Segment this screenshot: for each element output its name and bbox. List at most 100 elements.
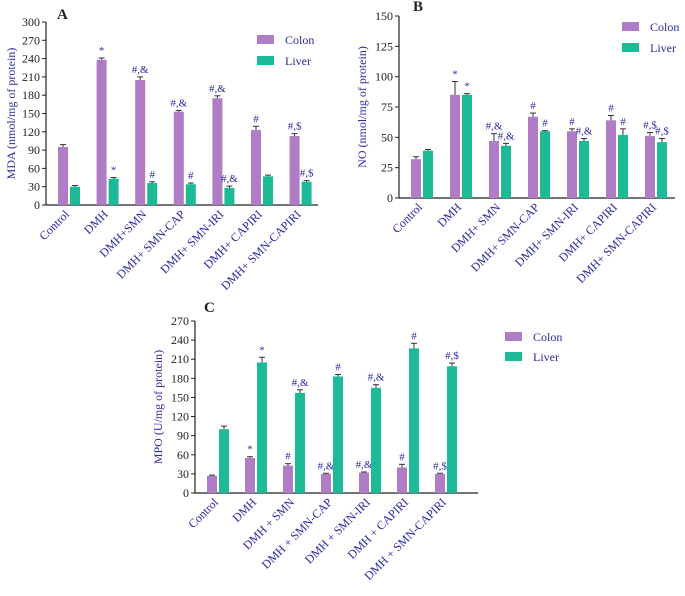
significance-label: #,&	[486, 121, 503, 133]
significance-label: *	[259, 344, 265, 356]
legend-label-colon: Colon	[285, 33, 314, 47]
bar-colon	[450, 94, 460, 198]
y-tick-label: 270	[22, 33, 40, 47]
y-tick-label: 0	[34, 198, 40, 212]
significance-label: #,$	[433, 460, 447, 472]
bar-liver	[333, 376, 343, 493]
significance-label: #,$	[288, 121, 302, 133]
significance-label: #	[411, 330, 417, 342]
x-tick-label: Control	[389, 200, 425, 236]
significance-label: *	[464, 81, 470, 93]
y-axis-title: NO (nmol/mg of protein)	[355, 46, 369, 168]
x-tick-label: Control	[185, 495, 221, 531]
bar-liver	[301, 181, 312, 205]
significance-label: #,$	[655, 126, 669, 138]
legend-swatch-colon	[622, 22, 639, 31]
bar-colon	[283, 465, 293, 493]
legend-swatch-liver	[622, 43, 639, 52]
y-tick-label: 240	[171, 333, 189, 347]
legend-swatch-colon	[505, 332, 522, 341]
x-tick-label: Control	[36, 207, 72, 243]
bar-colon	[289, 136, 300, 205]
y-tick-label: 210	[22, 70, 40, 84]
y-tick-label: 75	[381, 100, 393, 114]
significance-label: #	[335, 362, 341, 374]
significance-label: #	[530, 100, 536, 112]
y-tick-label: 90	[28, 143, 40, 157]
significance-label: #,$	[643, 119, 657, 131]
y-tick-label: 240	[22, 52, 40, 66]
bar-liver	[618, 134, 628, 198]
y-axis-title: MPO (U/mg of protein)	[151, 350, 165, 464]
legend-label-liver: Liver	[533, 350, 559, 364]
y-tick-label: 150	[22, 107, 40, 121]
significance-label: #	[399, 451, 405, 463]
bar-liver	[447, 366, 457, 493]
bar-liver	[257, 362, 267, 493]
panel-a: A 0 30 60 90 120 150 180 210 240 270 300 MDA (nmol/m…	[4, 7, 318, 293]
bar-liver	[409, 348, 419, 493]
bar-liver	[70, 186, 80, 205]
bar-liver	[224, 187, 235, 205]
bar-colon	[435, 473, 445, 493]
panel-c: C 0 30 60 90 120 150 180 210 240 270 MPO (U/mg of p…	[151, 300, 562, 583]
significance-label: #,&	[498, 130, 515, 142]
x-tick-label: DMH+ SMN-CAP	[468, 200, 543, 275]
x-tick-label: DMH	[81, 207, 111, 237]
y-tick-label: 30	[28, 180, 40, 194]
x-tick-label: DMH+ SMN-CAP	[114, 207, 189, 282]
y-tick-label: 0	[387, 191, 393, 205]
bar-liver	[579, 140, 589, 198]
y-tick-label: 60	[177, 448, 189, 462]
bar-colon	[245, 457, 255, 493]
legend-label-liver: Liver	[285, 54, 311, 68]
y-tick-label: 180	[22, 88, 40, 102]
y-tick-label: 210	[171, 352, 189, 366]
significance-label: #,&	[368, 372, 385, 384]
y-tick-label: 180	[171, 371, 189, 385]
panel-label: C	[204, 300, 215, 316]
x-tick-label: DMH	[229, 495, 259, 525]
significance-label: #	[608, 102, 614, 114]
bar-liver	[219, 429, 229, 493]
bar-liver	[423, 150, 433, 198]
significance-label: #,$	[445, 350, 459, 362]
y-tick-label: 270	[171, 314, 189, 328]
bar-colon	[58, 147, 68, 205]
y-tick-label: 150	[171, 390, 189, 404]
significance-label: #	[542, 118, 548, 130]
y-axis-title: MDA (nmol/mg of protein)	[4, 48, 18, 180]
bar-colon	[96, 59, 107, 205]
y-tick-label: 300	[22, 15, 40, 29]
y-tick-label: 30	[177, 467, 189, 481]
y-tick-label: 120	[22, 125, 40, 139]
legend-swatch-colon	[257, 35, 274, 44]
bar-colon	[567, 131, 577, 198]
significance-label: #	[569, 116, 575, 128]
y-tick-label: 120	[171, 410, 189, 424]
significance-label: *	[111, 165, 117, 177]
bar-colon	[397, 467, 407, 493]
y-tick-label: 0	[183, 486, 189, 500]
panel-label: B	[413, 0, 423, 15]
bar-colon	[411, 159, 421, 198]
significance-label: #,&	[356, 459, 373, 471]
bar-liver	[295, 392, 305, 493]
significance-label: *	[452, 69, 458, 81]
bar-liver	[657, 142, 667, 198]
bar-colon	[251, 129, 261, 205]
significance-label: #	[285, 451, 291, 463]
significance-label: #,&	[209, 83, 226, 95]
panel-b: B 0 25 50 75 100 125 150 NO (nmol/mg of protein)…	[355, 0, 679, 286]
bar-liver	[263, 176, 273, 205]
legend-swatch-liver	[505, 352, 522, 361]
legend-swatch-liver	[257, 56, 274, 65]
significance-label: #,&	[132, 64, 149, 76]
y-tick-label: 90	[177, 429, 189, 443]
panel-label: A	[57, 7, 68, 23]
significance-label: #,&	[318, 460, 335, 472]
bar-colon	[135, 79, 146, 205]
bar-liver	[108, 178, 119, 205]
